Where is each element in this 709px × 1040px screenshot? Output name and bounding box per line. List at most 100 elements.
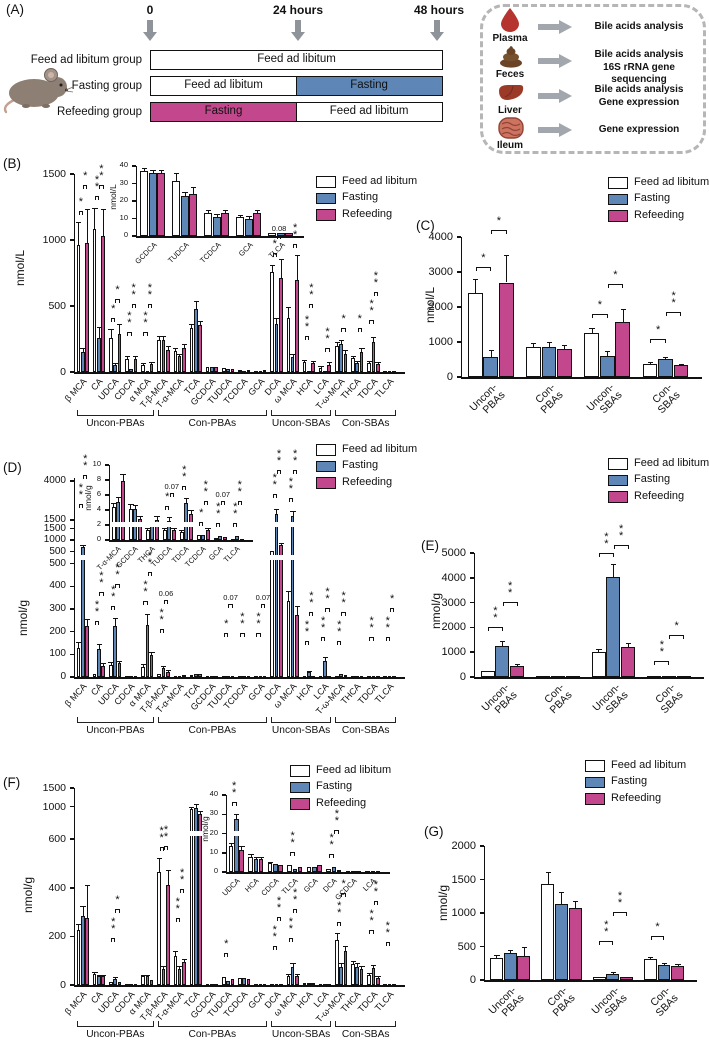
sig-bracket-B (293, 243, 298, 248)
error-bar-B_inset (248, 216, 250, 220)
bar-fasting-Con-PBAs (555, 903, 568, 980)
bar-refeeding-CA (101, 976, 105, 985)
bar-refeeding-GCA (262, 370, 267, 373)
y-tick-B_inset (131, 235, 136, 237)
bar-feed-ad-libitum-TUDCA (221, 367, 226, 372)
legend-swatch-fasting (316, 192, 336, 204)
error-cap-D_inset (162, 528, 168, 530)
error-bar-D (98, 644, 100, 649)
sig-label-G: * * (604, 919, 609, 939)
sig-bracket-D (224, 633, 229, 638)
legend-label-fasting: Fasting (634, 192, 671, 204)
y-tick-G (479, 878, 484, 881)
error-cap-B_inset (182, 191, 188, 193)
sig-label-D: * * (99, 570, 104, 590)
error-bar-D (114, 618, 116, 626)
error-cap-F (338, 963, 345, 965)
error-bar-B_inset (184, 192, 186, 196)
error-bar-F_inset (250, 854, 252, 857)
x-tick-label-E: Con- SBAs (653, 681, 686, 717)
bar-fasting-TUDCA (180, 195, 189, 236)
bar-refeeding-TCA (198, 813, 202, 985)
error-cap-F_inset (234, 813, 240, 815)
y-tick-D (69, 480, 74, 482)
bar-feed-ad-libitum-UDCA (108, 337, 113, 372)
error-bar-F (103, 975, 105, 977)
sig-label-D: * * (385, 615, 390, 635)
sig-bracket-D (94, 621, 100, 626)
sig-bracket-G (613, 912, 627, 917)
error-bar-C (506, 255, 508, 283)
sig-label-D_inset: 0.07 (215, 489, 231, 499)
error-cap-D (306, 670, 312, 672)
y-axis-D (73, 478, 75, 679)
error-bar-B_inset (152, 170, 154, 173)
error-bar-F (142, 975, 144, 977)
x-axis-E (473, 677, 704, 679)
error-bar-D (142, 664, 144, 667)
error-bar-G (677, 964, 679, 966)
bar-fasting-HCA (307, 672, 311, 677)
error-cap-B (96, 326, 102, 328)
sig-bracket-C (665, 312, 682, 317)
bar-fasting-CDCA (129, 369, 133, 372)
bar-refeeding-βMCA (85, 918, 89, 985)
error-cap-D_inset (137, 515, 143, 517)
error-bar-B (175, 348, 177, 351)
bar-refeeding-DCA (279, 278, 283, 372)
y-tick-label-E: 3000 (441, 596, 466, 609)
bar-refeeding-T-α-MCA (120, 480, 125, 540)
bar-fasting-TCDCA (212, 216, 221, 236)
error-bar-B_inset (161, 170, 163, 173)
timeline-down-arrow-icon (430, 20, 444, 41)
ileum-icon (498, 117, 524, 139)
bar-feed-ad-libitum-T-α-MCA (173, 350, 178, 372)
group-bracket-D (157, 717, 267, 723)
sig-label-D: * * (293, 448, 298, 467)
sig-bracket-B (147, 303, 152, 308)
bar-fasting-LCA (323, 661, 327, 677)
bar-feed-ad-libitum-TLCA (268, 233, 277, 236)
y-tick-C (456, 376, 461, 378)
error-cap-F (80, 905, 86, 907)
bar-feed-ad-libitum-TCA (189, 328, 194, 372)
sig-label-D_inset: * (165, 490, 170, 503)
bar-refeeding-Uncon-PBAs (517, 955, 531, 980)
sig-bracket-B (325, 348, 330, 353)
sig-label-B: * * (293, 221, 298, 241)
group-label-con-sbas: Con-SBAs (341, 725, 390, 736)
error-cap-B_inset (205, 210, 212, 212)
error-cap-D (322, 657, 328, 659)
sig-label-D: * (224, 618, 229, 631)
y-tick-label-B_inset: 0 (123, 230, 128, 239)
sig-bracket-E (654, 660, 670, 665)
error-cap-C (472, 278, 479, 280)
error-cap-B (334, 342, 340, 344)
error-bar-B (114, 363, 116, 366)
bar-refeeding-UDCA (239, 849, 244, 872)
sig-bracket-B (309, 303, 314, 308)
error-cap-D (278, 542, 284, 544)
error-cap-F_inset (239, 846, 245, 848)
sig-label-C: * (613, 269, 618, 282)
y-tick-D_inset (104, 479, 109, 481)
error-bar-E (613, 564, 615, 578)
y-tick-label-C: 2000 (428, 301, 453, 313)
bar-feed-ad-libitum-Uncon-PBAs (490, 957, 504, 980)
bar-feed-ad-libitum-ωMCA (286, 976, 291, 985)
sig-label-F: * (341, 878, 346, 891)
bar-refeeding-T-β-MCA (165, 885, 170, 985)
bar-feed-ad-libitum-βMCA (76, 245, 81, 372)
sig-label-E: * * (508, 579, 513, 599)
error-bar-D_inset (173, 528, 175, 530)
error-bar-B (352, 356, 354, 359)
y-axis-B (73, 174, 75, 374)
bar-feed-ad-libitum-TCDCA (238, 977, 242, 985)
sig-bracket-F (293, 908, 298, 913)
sig-bracket-C (475, 267, 492, 271)
sig-bracket-G (650, 935, 665, 940)
sig-bracket-E (669, 635, 685, 640)
timeline-time-0: 0 (146, 3, 154, 17)
sig-bracket-D (147, 572, 152, 577)
bar-fasting-UDCA (113, 978, 117, 985)
